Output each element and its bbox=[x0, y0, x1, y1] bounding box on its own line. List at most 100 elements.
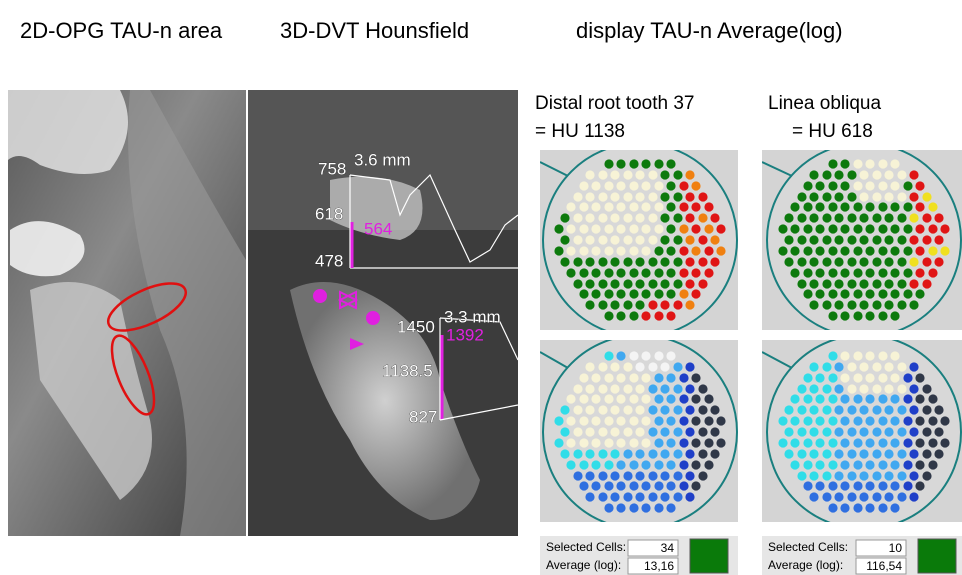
cell bbox=[853, 311, 862, 320]
cell bbox=[915, 481, 924, 490]
cell bbox=[585, 235, 594, 244]
cell bbox=[635, 300, 644, 309]
cell bbox=[915, 438, 924, 447]
cell bbox=[685, 427, 694, 436]
cell bbox=[853, 181, 862, 190]
cell bbox=[840, 394, 849, 403]
cell bbox=[654, 289, 663, 298]
cell bbox=[585, 384, 594, 393]
cell bbox=[654, 181, 663, 190]
cell bbox=[648, 384, 657, 393]
cell bbox=[666, 460, 675, 469]
cell bbox=[616, 202, 625, 211]
cell bbox=[610, 170, 619, 179]
cell bbox=[872, 362, 881, 371]
cell bbox=[598, 384, 607, 393]
cell bbox=[828, 159, 837, 168]
cell bbox=[890, 503, 899, 512]
cell bbox=[903, 181, 912, 190]
cell bbox=[803, 373, 812, 382]
cell bbox=[673, 405, 682, 414]
cell bbox=[673, 492, 682, 501]
cell bbox=[685, 405, 694, 414]
cell bbox=[604, 289, 613, 298]
cell bbox=[884, 279, 893, 288]
panel-title: Distal root tooth 37 bbox=[535, 93, 694, 114]
cell bbox=[685, 279, 694, 288]
cell bbox=[828, 202, 837, 211]
cell bbox=[840, 181, 849, 190]
cell bbox=[847, 300, 856, 309]
cell bbox=[797, 427, 806, 436]
cell bbox=[604, 202, 613, 211]
cell bbox=[809, 300, 818, 309]
cell bbox=[660, 471, 669, 480]
cell bbox=[847, 170, 856, 179]
cell bbox=[847, 492, 856, 501]
cell bbox=[579, 438, 588, 447]
cell bbox=[865, 416, 874, 425]
cell bbox=[610, 213, 619, 222]
cell bbox=[915, 289, 924, 298]
cell bbox=[809, 279, 818, 288]
cell bbox=[654, 416, 663, 425]
cell bbox=[716, 416, 725, 425]
cell bbox=[834, 427, 843, 436]
cell bbox=[591, 438, 600, 447]
cell bbox=[878, 289, 887, 298]
cell bbox=[641, 438, 650, 447]
cell bbox=[666, 503, 675, 512]
cell bbox=[884, 213, 893, 222]
cell bbox=[566, 202, 575, 211]
cell bbox=[635, 257, 644, 266]
cell bbox=[591, 289, 600, 298]
cell bbox=[859, 405, 868, 414]
cell bbox=[616, 503, 625, 512]
cell bbox=[834, 362, 843, 371]
cell bbox=[691, 438, 700, 447]
cell bbox=[704, 202, 713, 211]
cell bbox=[890, 460, 899, 469]
cell bbox=[573, 449, 582, 458]
cell bbox=[909, 471, 918, 480]
cell bbox=[691, 202, 700, 211]
cell bbox=[579, 394, 588, 403]
cell bbox=[616, 438, 625, 447]
cell bbox=[610, 449, 619, 458]
cell bbox=[840, 159, 849, 168]
cell bbox=[890, 311, 899, 320]
cell bbox=[884, 362, 893, 371]
cell bbox=[654, 460, 663, 469]
cell bbox=[928, 394, 937, 403]
cell bbox=[679, 438, 688, 447]
cell bbox=[865, 481, 874, 490]
cell bbox=[903, 246, 912, 255]
cell bbox=[598, 257, 607, 266]
cell bbox=[685, 362, 694, 371]
cell bbox=[784, 257, 793, 266]
cell bbox=[865, 351, 874, 360]
cell bbox=[903, 202, 912, 211]
cell bbox=[629, 224, 638, 233]
cell bbox=[648, 170, 657, 179]
cell bbox=[598, 492, 607, 501]
cell bbox=[698, 279, 707, 288]
cell bbox=[623, 384, 632, 393]
cell bbox=[579, 181, 588, 190]
heading: 3D-DVT Hounsfield bbox=[280, 18, 469, 43]
cell bbox=[604, 503, 613, 512]
cell bbox=[673, 235, 682, 244]
cell bbox=[591, 246, 600, 255]
cell bbox=[890, 202, 899, 211]
cell bbox=[691, 268, 700, 277]
cell bbox=[666, 224, 675, 233]
cell bbox=[635, 492, 644, 501]
cell bbox=[623, 471, 632, 480]
cell bbox=[623, 257, 632, 266]
cell bbox=[704, 246, 713, 255]
cell bbox=[579, 268, 588, 277]
cell bbox=[554, 416, 563, 425]
cell bbox=[685, 384, 694, 393]
cell bbox=[922, 405, 931, 414]
cell bbox=[673, 449, 682, 458]
